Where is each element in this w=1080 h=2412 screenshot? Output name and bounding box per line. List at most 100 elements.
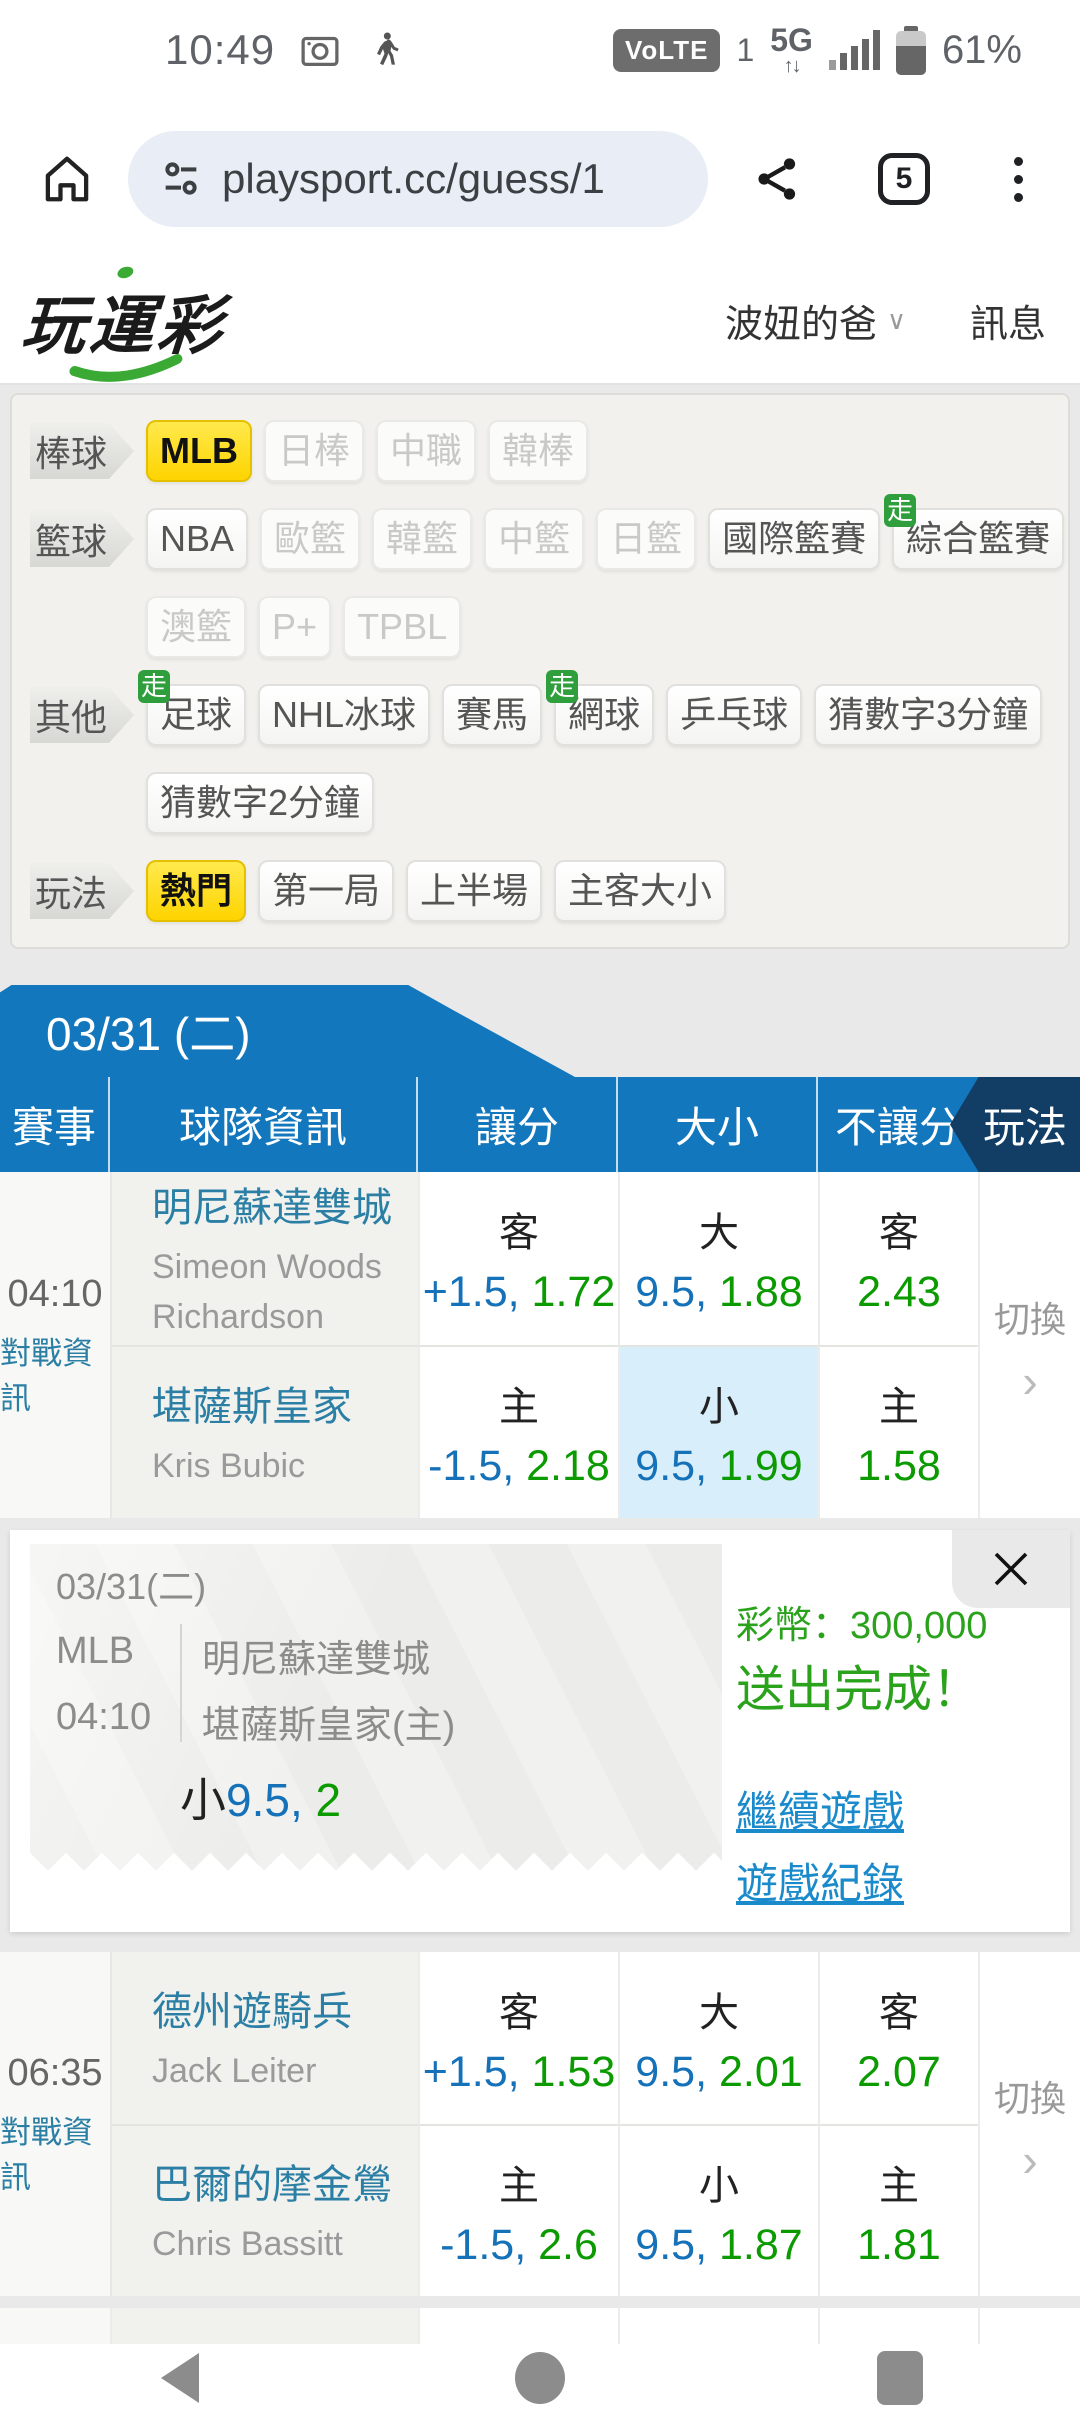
user-menu[interactable]: 波妞的爸 ∨ <box>725 293 906 348</box>
team-cell-home: 巴爾的摩金鶯 Chris Bassitt <box>110 2124 418 2296</box>
switch-playtype-control[interactable]: 切換 › <box>978 1172 1080 1518</box>
ticket-home-team: 堪薩斯皇家(主) <box>202 1705 456 1747</box>
close-icon <box>994 1552 1028 1586</box>
matchup-info-link[interactable]: 對戰資訊 <box>0 1335 93 1416</box>
camera-icon <box>297 27 343 73</box>
browser-menu-icon[interactable] <box>1014 156 1023 202</box>
url-text: playsport.cc/guess/1 <box>222 155 605 202</box>
spread-cell[interactable]: 客 +1.5, 1.72 <box>418 1172 618 1345</box>
live-badge: 走 <box>546 670 579 703</box>
ticket-away-team: 明尼蘇達雙城 <box>202 1639 431 1681</box>
bet-confirmation-popup: 03/31(二) MLB 04:10 明尼蘇達雙城 堪薩斯皇家(主) 小9.5,… <box>10 1530 1070 1932</box>
filter-button-table-tennis[interactable]: 乒乓球 <box>666 684 803 746</box>
battery-percent: 61% <box>941 27 1022 72</box>
moneyline-cell[interactable]: 客 2.43 <box>818 1172 978 1345</box>
continue-game-link[interactable]: 繼續遊戲 <box>736 1788 905 1835</box>
matchup-info-link[interactable]: 對戰資訊 <box>0 2114 93 2195</box>
walking-person-icon <box>365 27 405 73</box>
filter-button-nbl-australia[interactable]: 澳籃 <box>146 596 247 658</box>
spread-cell[interactable]: 客 +1.5, 1.53 <box>418 1952 618 2124</box>
filter-button-kbl[interactable]: 韓籃 <box>372 508 473 570</box>
ticket-time: 04:10 <box>56 1696 152 1738</box>
battery-icon <box>895 25 926 75</box>
back-button[interactable] <box>161 2353 199 2403</box>
moneyline-cell[interactable]: 主 1.58 <box>818 1345 978 1518</box>
ticket-zigzag-edge <box>30 1852 722 1878</box>
total-cell[interactable]: 大 9.5, 2.01 <box>618 1952 818 2124</box>
site-settings-icon[interactable] <box>158 156 204 202</box>
table-row-partial <box>0 2308 1080 2344</box>
site-logo[interactable]: 玩運彩 <box>19 264 229 382</box>
live-badge: 走 <box>884 494 917 527</box>
filter-button-mlb[interactable]: MLB <box>146 420 252 482</box>
filter-button-npb[interactable]: 日棒 <box>263 420 364 482</box>
moneyline-cell[interactable]: 主 1.81 <box>818 2124 978 2296</box>
game-history-link[interactable]: 遊戲紀錄 <box>736 1860 905 1907</box>
filter-button-p-plus[interactable]: P+ <box>258 596 332 658</box>
filter-button-guess-3min[interactable]: 猜數字3分鐘 <box>814 684 1043 746</box>
filter-button-first-half[interactable]: 上半場 <box>406 860 543 922</box>
spread-cell[interactable]: 主 -1.5, 2.6 <box>418 2124 618 2296</box>
chevron-right-icon: › <box>1022 1354 1038 1407</box>
filter-button-nhl[interactable]: NHL冰球 <box>258 684 431 746</box>
logo-green-swoosh <box>69 353 183 382</box>
filter-button-mixed-basketball[interactable]: 走綜合籃賽 <box>884 494 1065 570</box>
team-name-link[interactable]: 德州遊騎兵 <box>152 1990 352 2035</box>
home-button[interactable] <box>515 2352 565 2404</box>
filter-button-tpbl[interactable]: TPBL <box>343 596 462 658</box>
filter-row-basketball2: 澳籃 P+ TPBL <box>30 596 1050 658</box>
switch-playtype-control[interactable]: 切換 › <box>978 1952 1080 2296</box>
filter-button-tennis[interactable]: 走網球 <box>546 670 655 746</box>
pitcher-name: Simeon Woods Richardson <box>152 1248 382 1336</box>
spread-cell[interactable]: 主 -1.5, 2.18 <box>418 1345 618 1518</box>
filter-row-basketball: 籃球 NBA 歐籃 韓籃 中籃 日籃 國際籃賽 走綜合籃賽 <box>30 494 1065 570</box>
odds-table-header: 賽事 球隊資訊 讓分 大小 不讓分 玩法 <box>0 1077 1080 1172</box>
tab-switcher-button[interactable]: 5 <box>878 153 930 205</box>
share-icon[interactable] <box>752 153 802 205</box>
team-name-link[interactable]: 明尼蘇達雙城 <box>152 1186 392 1231</box>
filter-button-intl-basketball[interactable]: 國際籃賽 <box>708 508 881 570</box>
messages-link[interactable]: 訊息 <box>969 304 1046 346</box>
filter-button-euroleague[interactable]: 歐籃 <box>260 508 361 570</box>
filter-button-horse-racing[interactable]: 賽馬 <box>442 684 543 746</box>
column-header-teams: 球隊資訊 <box>110 1077 418 1172</box>
filter-button-cpbl[interactable]: 中職 <box>376 420 477 482</box>
filter-button-hot[interactable]: 熱門 <box>146 860 247 922</box>
filter-button-first-inning[interactable]: 第一局 <box>258 860 395 922</box>
filter-row-other2: 猜數字2分鐘 <box>30 772 1050 834</box>
filter-button-bleague[interactable]: 日籃 <box>596 508 697 570</box>
team-name-link[interactable]: 堪薩斯皇家 <box>152 1384 352 1429</box>
filter-button-soccer[interactable]: 走足球 <box>138 670 247 746</box>
recents-button[interactable] <box>877 2351 923 2405</box>
total-cell-selected[interactable]: 小 9.5, 1.99 <box>618 1345 818 1518</box>
pitcher-name: Chris Bassitt <box>152 2225 343 2264</box>
filter-row-playtype: 玩法 熱門 第一局 上半場 主客大小 <box>30 860 1050 922</box>
team-cell-away: 德州遊騎兵 Jack Leiter <box>110 1952 418 2124</box>
username: 波妞的爸 <box>724 304 877 346</box>
bet-ticket: 03/31(二) MLB 04:10 明尼蘇達雙城 堪薩斯皇家(主) 小9.5,… <box>30 1544 722 1878</box>
ticket-date: 03/31(二) <box>56 1566 207 1607</box>
team-cell-away: 明尼蘇達雙城 Simeon Woods Richardson <box>110 1172 418 1345</box>
close-button[interactable] <box>952 1530 1070 1608</box>
filter-button-nba[interactable]: NBA <box>146 508 249 570</box>
game-time: 04:10 <box>7 1272 103 1315</box>
android-navbar <box>0 2344 1080 2412</box>
total-cell[interactable]: 小 9.5, 1.87 <box>618 2124 818 2296</box>
sport-filter-panel: 棒球 MLB 日棒 中職 韓棒 籃球 NBA 歐籃 韓籃 中籃 日籃 國際籃賽 … <box>10 393 1070 949</box>
total-cell[interactable]: 大 9.5, 1.88 <box>618 1172 818 1345</box>
home-icon[interactable] <box>40 152 94 206</box>
url-bar[interactable]: playsport.cc/guess/1 <box>128 131 708 227</box>
volte-badge: VoLTE <box>612 28 721 72</box>
team-cell-home: 堪薩斯皇家 Kris Bubic <box>110 1345 418 1518</box>
filter-button-home-away-total[interactable]: 主客大小 <box>554 860 727 922</box>
moneyline-cell[interactable]: 客 2.07 <box>818 1952 978 2124</box>
filter-button-guess-2min[interactable]: 猜數字2分鐘 <box>146 772 375 834</box>
ticket-pick: 小9.5, 2 <box>180 1774 342 1826</box>
team-name-link[interactable]: 巴爾的摩金鶯 <box>152 2163 392 2208</box>
game-row-rangers-orioles: 06:35 對戰資訊 德州遊騎兵 Jack Leiter 客 +1.5, 1.5… <box>0 1952 1080 2296</box>
game-time-cell: 06:35 對戰資訊 <box>0 1952 110 2296</box>
filter-button-cba[interactable]: 中籃 <box>484 508 585 570</box>
date-tab[interactable]: 03/31 (二) <box>0 985 1080 1077</box>
filter-button-kbo[interactable]: 韓棒 <box>488 420 589 482</box>
coins-balance: 彩幣：300,000 <box>736 1605 988 1647</box>
